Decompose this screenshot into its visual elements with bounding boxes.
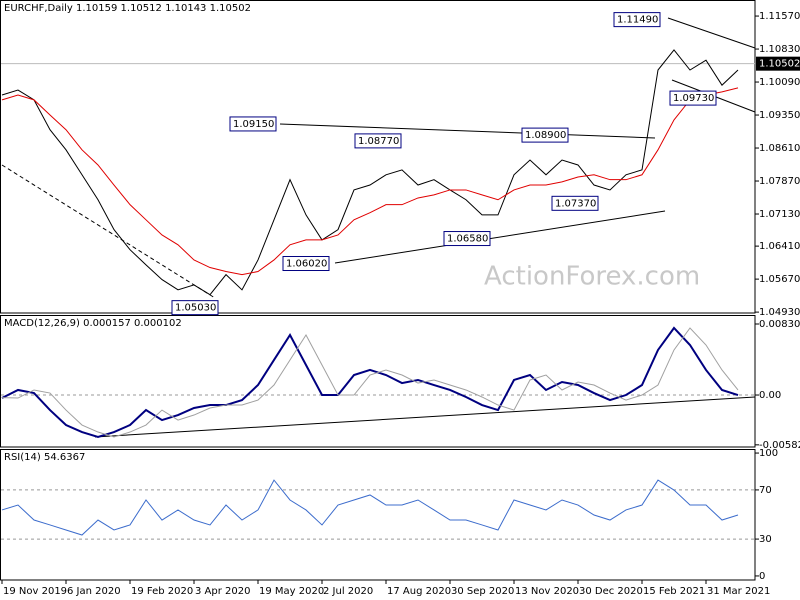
annotation-box (354, 133, 402, 149)
macd-trendline (94, 396, 756, 438)
rsi-panel (0, 449, 756, 581)
y-tick-label: 1.11570 (759, 11, 800, 22)
series-line (1, 326, 739, 439)
annotation-box (669, 90, 717, 106)
dashed-trendline (1, 164, 216, 299)
price-panel (0, 0, 756, 314)
x-tick-label: 6 Jan 2020 (67, 586, 121, 597)
annotation-label: 1.08900 (525, 130, 566, 141)
trendlines (1, 17, 756, 438)
x-tick-label: 30 Sep 2020 (451, 586, 514, 597)
y-tick-label: 1.05670 (759, 274, 800, 285)
annotation-label: 1.05030 (175, 303, 216, 314)
x-tick-label: 2 Jul 2020 (323, 586, 373, 597)
annotation-box (282, 256, 330, 272)
y-tick-label: 1.04930 (759, 307, 800, 318)
annotation-label: 1.07370 (555, 198, 596, 209)
x-tick-label: 17 Aug 2020 (387, 586, 451, 597)
macd-panel (0, 315, 756, 448)
series-line (1, 87, 739, 276)
y-tick-label: 30 (759, 534, 772, 545)
series-line (1, 479, 739, 536)
annotation-box (229, 116, 277, 132)
series-line (1, 49, 739, 296)
x-tick-label: 3 Apr 2020 (195, 586, 250, 597)
y-tick-label: 1.07870 (759, 176, 800, 187)
y-tick-label: -0.005828 (759, 440, 800, 451)
annotation-box (613, 12, 661, 28)
channel-upper (667, 17, 756, 49)
y-tick-label: 1.07130 (759, 209, 800, 220)
x-tick-label: 30 Dec 2020 (579, 586, 643, 597)
annotation-label: 1.06020 (286, 259, 327, 270)
y-tick-label: 1.10830 (759, 44, 800, 55)
y-tick-label: 1.08610 (759, 143, 800, 154)
y-tick-label: 1.06410 (759, 241, 800, 252)
last-price-label: 1.10502 (759, 59, 800, 70)
last-price-box (756, 56, 800, 71)
y-tick-label: 0.008307 (759, 319, 800, 330)
resistance-line (279, 123, 656, 139)
annotation-label: 1.09150 (233, 119, 274, 130)
y-tick-label: 0 (759, 571, 765, 582)
series-line (1, 327, 739, 438)
macd-header: MACD(12,26,9) 0.000157 0.000102 (4, 318, 182, 329)
y-tick-label: 1.10090 (759, 77, 800, 88)
x-tick-label: 31 Mar 2021 (707, 586, 770, 597)
x-tick-label: 19 May 2020 (259, 586, 324, 597)
annotation-box (171, 300, 219, 316)
watermark: ActionForex.com (484, 262, 700, 292)
annotation-box (521, 127, 569, 143)
x-tick-label: 19 Nov 2019 (3, 586, 67, 597)
annotation-label: 1.06580 (447, 234, 488, 245)
annotation-box (551, 195, 599, 211)
annotation-label: 1.09730 (673, 93, 714, 104)
annotation-label: 1.08770 (358, 136, 399, 147)
y-tick-label: 0.00 (759, 390, 781, 401)
annotation-box (443, 231, 491, 247)
x-tick-label: 19 Feb 2020 (131, 586, 193, 597)
support-line (334, 210, 666, 264)
rsi-header: RSI(14) 54.6367 (4, 452, 85, 463)
y-tick-label: 100 (759, 448, 778, 459)
annotation-label: 1.11490 (617, 15, 658, 26)
y-tick-label: 1.09350 (759, 110, 800, 121)
price-header: EURCHF,Daily 1.10159 1.10512 1.10143 1.1… (4, 3, 251, 14)
y-tick-label: 70 (759, 485, 772, 496)
x-tick-label: 15 Feb 2021 (643, 586, 705, 597)
x-tick-label: 13 Nov 2020 (515, 586, 579, 597)
